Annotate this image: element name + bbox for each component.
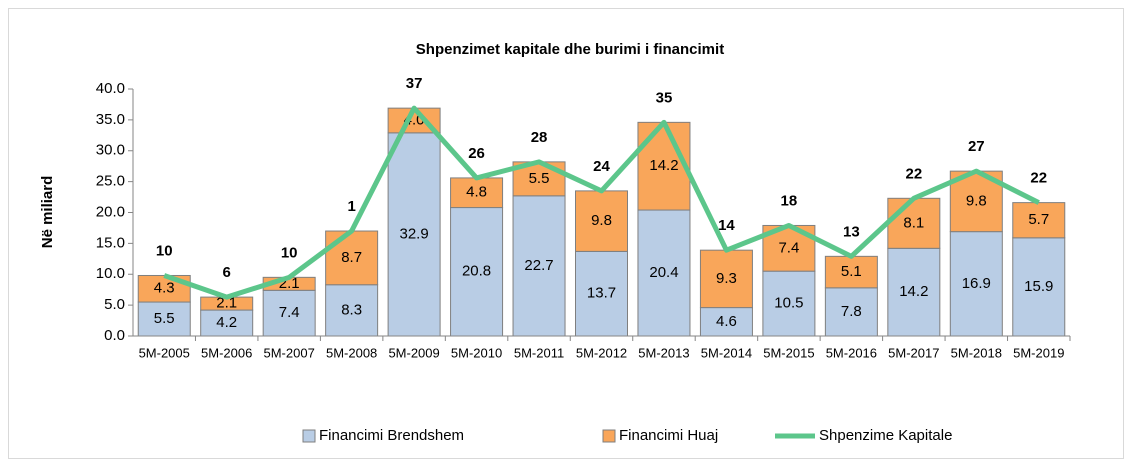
- bar-label: 7.4: [279, 304, 300, 321]
- y-tick-label: 20.0: [96, 203, 125, 220]
- bar-label: 16.9: [962, 275, 991, 292]
- bar-segment: [637, 121, 691, 211]
- legend-label: Financimi Huaj: [619, 427, 718, 444]
- bar-segment: [824, 287, 878, 337]
- bar-label: 5.5: [529, 170, 550, 187]
- bar-segment: [699, 307, 753, 337]
- bar-label: 15.9: [1024, 278, 1053, 295]
- x-tick-label: 5M-2009: [388, 345, 439, 360]
- bar-label: 32.9: [399, 225, 428, 242]
- bar-label: 20.8: [462, 263, 491, 280]
- bar-segment: [262, 289, 316, 337]
- y-tick-label: 10.0: [96, 265, 125, 282]
- bar-label: 8.7: [341, 249, 362, 266]
- x-tick-label: 5M-2017: [888, 345, 939, 360]
- bar-segment: [949, 231, 1003, 337]
- x-tick-label: 5M-2007: [264, 345, 315, 360]
- bar-segment: [824, 255, 878, 289]
- bar-label: 5.5: [154, 310, 175, 327]
- x-tick-label: 5M-2010: [451, 345, 502, 360]
- y-tick-label: 15.0: [96, 234, 125, 251]
- y-tick-label: 30.0: [96, 142, 125, 159]
- x-tick-label: 5M-2018: [951, 345, 1002, 360]
- line-label: 1: [347, 198, 355, 215]
- bar-segment: [387, 132, 441, 337]
- x-tick-label: 5M-2019: [1013, 345, 1064, 360]
- line-label: 14: [718, 217, 735, 234]
- y-axis-label: Në miliard: [39, 176, 56, 249]
- y-tick-label: 5.0: [104, 296, 125, 313]
- line-label: 35: [656, 89, 673, 106]
- bar-label: 4.2: [216, 314, 237, 331]
- bar-label: 13.7: [587, 285, 616, 302]
- line-label: 22: [905, 165, 922, 182]
- legend-swatch: [602, 429, 616, 443]
- line-label: 6: [223, 264, 231, 281]
- line-label: 10: [281, 244, 298, 261]
- bar-segment: [887, 247, 941, 337]
- legend-label: Financimi Brendshem: [319, 427, 464, 444]
- x-tick-label: 5M-2012: [576, 345, 627, 360]
- bar-label: 9.8: [591, 212, 612, 229]
- bar-label: 4.6: [716, 313, 737, 330]
- x-tick-label: 5M-2008: [326, 345, 377, 360]
- chart-title: Shpenzimet kapitale dhe burimi i financi…: [416, 41, 724, 58]
- line-label: 27: [968, 138, 985, 155]
- line-label: 28: [531, 129, 548, 146]
- line-label: 26: [468, 145, 485, 162]
- line-label: 37: [406, 75, 423, 92]
- bar-label: 14.2: [899, 283, 928, 300]
- bar-label: 10.5: [774, 295, 803, 312]
- bar-segment: [200, 309, 254, 337]
- bar-segment: [575, 190, 628, 252]
- bar-label: 4.3: [154, 280, 175, 297]
- bar-label: 20.4: [649, 264, 678, 281]
- bar-label: 5.7: [1028, 211, 1049, 228]
- y-tick-label: 40.0: [96, 80, 125, 97]
- x-tick-label: 5M-2005: [139, 345, 190, 360]
- bar-segment: [637, 209, 691, 337]
- legend-swatch: [302, 429, 316, 443]
- bar-label: 22.7: [524, 257, 553, 274]
- y-tick-label: 25.0: [96, 173, 125, 190]
- bar-label: 9.8: [966, 192, 987, 209]
- bar-label: 14.2: [649, 157, 678, 174]
- bar-label: 7.4: [778, 239, 799, 256]
- y-tick-label: 35.0: [96, 111, 125, 128]
- line-label: 13: [843, 223, 860, 240]
- x-tick-label: 5M-2016: [826, 345, 877, 360]
- bar-segment: [762, 270, 816, 337]
- y-tick-label: 0.0: [104, 327, 125, 344]
- bar-label: 5.1: [841, 263, 862, 280]
- line-label: 24: [593, 158, 610, 175]
- bar-segment: [887, 197, 941, 249]
- bar-label: 4.8: [466, 184, 487, 201]
- x-tick-label: 5M-2015: [763, 345, 814, 360]
- bar-label: 9.3: [716, 270, 737, 287]
- line-label: 22: [1030, 170, 1047, 187]
- x-tick-label: 5M-2014: [701, 345, 752, 360]
- bar-label: 7.8: [841, 303, 862, 320]
- line: [163, 105, 1040, 300]
- line-label: 10: [156, 242, 173, 259]
- line-label: 18: [781, 192, 798, 209]
- bar-label: 2.1: [216, 295, 237, 312]
- bar-segment: [325, 230, 379, 286]
- legend-label: Shpenzime Kapitale: [819, 427, 952, 444]
- x-tick-label: 5M-2011: [514, 345, 564, 360]
- bar-label: 8.1: [903, 214, 924, 231]
- bar-label: 8.3: [341, 301, 362, 318]
- x-tick-label: 5M-2013: [638, 345, 689, 360]
- x-tick-label: 5M-2006: [201, 345, 252, 360]
- bar-segment: [575, 250, 628, 337]
